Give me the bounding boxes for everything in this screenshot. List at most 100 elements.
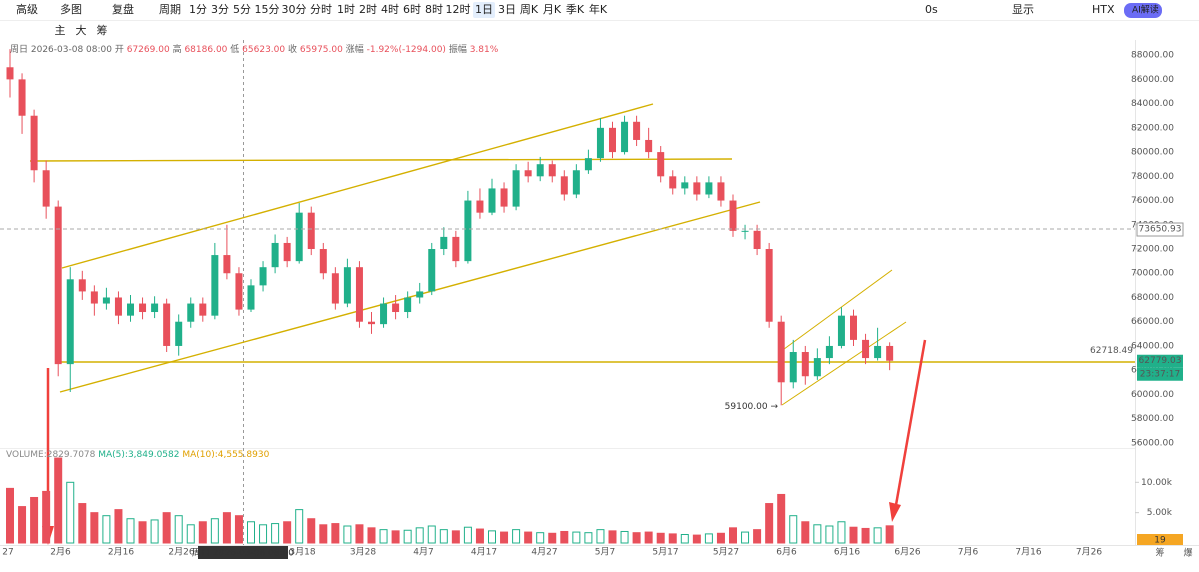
info-field: 68186.00 xyxy=(184,45,227,55)
candle-body xyxy=(596,127,604,159)
period-button[interactable]: 1时 xyxy=(337,3,355,16)
candle-body xyxy=(18,79,26,116)
candle-body xyxy=(874,345,882,359)
period-button[interactable]: 8时 xyxy=(425,3,443,16)
ohlc-info: 周日 2026-03-08 08:00 开 67269.00 高 68186.0… xyxy=(10,43,499,55)
period-button[interactable]: 3日 xyxy=(498,3,516,16)
volume-bar xyxy=(391,530,400,544)
period-button[interactable]: 2时 xyxy=(359,3,377,16)
volume-bar xyxy=(271,523,280,544)
toolbar-button[interactable]: 高级 xyxy=(16,2,38,16)
volume-bar xyxy=(6,487,14,544)
candle-body xyxy=(114,297,122,316)
candle-body xyxy=(886,345,894,361)
x-tick-label: 4月17 xyxy=(471,547,497,558)
x-tick-label: 4月27 xyxy=(531,547,557,558)
corner-button[interactable]: 爆 xyxy=(1183,547,1192,559)
volume-bar xyxy=(656,532,665,544)
arrow xyxy=(894,339,927,506)
candle-body xyxy=(54,206,62,365)
candle-body xyxy=(801,352,809,377)
x-tick-label: 4月7 xyxy=(413,547,433,558)
toolbar-button[interactable]: AI解读 xyxy=(1132,4,1159,16)
y-tick-label: 66000.00 xyxy=(1131,317,1174,327)
candle-body xyxy=(657,152,665,177)
countdown-bg xyxy=(1137,367,1183,381)
candle-body xyxy=(572,170,580,195)
volume-bar xyxy=(801,521,810,544)
toolbar-button[interactable]: 复盘 xyxy=(112,2,134,16)
period-button[interactable]: 月K xyxy=(543,3,562,16)
volume-bar xyxy=(319,524,328,544)
candle-body xyxy=(717,182,725,201)
price-tag: 62779.03 xyxy=(1139,356,1182,366)
volume-bar xyxy=(837,521,846,544)
volume-bar xyxy=(307,518,316,544)
volume-bar xyxy=(259,524,268,544)
volume-bar xyxy=(885,525,894,544)
tool-button[interactable]: 筹 xyxy=(97,23,108,37)
x-tick-label: 6月16 xyxy=(834,547,860,558)
period-button[interactable]: 季K xyxy=(566,3,585,16)
candle-body xyxy=(500,188,508,207)
toolbar xyxy=(0,0,1199,20)
period-button[interactable]: 1日 xyxy=(475,3,493,16)
candle-body xyxy=(223,255,231,274)
period-button[interactable]: 5分 xyxy=(233,3,251,16)
period-button[interactable]: 30分 xyxy=(282,3,307,16)
candle-body xyxy=(837,315,845,346)
volume-bar xyxy=(102,515,111,544)
candle-body xyxy=(211,255,219,316)
toolbar-button[interactable]: 显示 xyxy=(1012,3,1034,16)
period-button[interactable]: 分时 xyxy=(310,3,332,16)
candle-body xyxy=(452,236,460,262)
candle-body xyxy=(621,121,629,153)
candle-body xyxy=(536,164,544,177)
candle-body xyxy=(464,200,472,262)
toolbar-button[interactable]: 周期 xyxy=(159,3,181,16)
volume-tick-label: 10.00k xyxy=(1141,478,1173,488)
volume-bar xyxy=(729,527,737,544)
corner-button[interactable]: 筹 xyxy=(1155,547,1164,559)
x-tick-label: 7月6 xyxy=(958,547,979,558)
low-annotation: 59100.00 → xyxy=(725,402,779,412)
candle-body xyxy=(368,321,375,325)
candle-body xyxy=(488,188,496,213)
period-active xyxy=(473,2,495,18)
candle-body xyxy=(319,249,327,274)
period-button[interactable]: 15分 xyxy=(255,3,280,16)
volume-bar xyxy=(463,526,472,544)
candle-body xyxy=(741,230,749,232)
info-field: 65623.00 xyxy=(242,45,285,55)
volume-bar xyxy=(247,521,255,544)
period-button[interactable]: 12时 xyxy=(446,3,471,16)
period-button[interactable]: 1分 xyxy=(189,3,207,16)
period-button[interactable]: 6时 xyxy=(403,3,421,16)
candle-body xyxy=(259,267,267,286)
volume-bar xyxy=(30,496,39,544)
volume-bar xyxy=(475,528,484,544)
candle-body xyxy=(729,200,737,231)
info-field: 周日 2026-03-08 08:00 xyxy=(10,44,112,55)
candle-body xyxy=(633,121,641,140)
volume-bar xyxy=(54,457,63,544)
tool-button[interactable]: 主 xyxy=(55,24,66,37)
x-tick-label: 6月26 xyxy=(894,547,920,558)
period-button[interactable]: 4时 xyxy=(381,3,399,16)
volume-bar xyxy=(620,530,629,544)
toolbar-button[interactable]: HTX xyxy=(1092,3,1115,16)
volume-bar xyxy=(138,521,147,544)
toolbar-button[interactable]: 0s xyxy=(925,3,938,16)
toolbar-button[interactable]: 多图 xyxy=(60,2,82,16)
trend-line xyxy=(59,201,761,393)
period-button[interactable]: 3分 xyxy=(211,3,229,16)
tool-button[interactable]: 大 xyxy=(76,23,87,37)
volume-bar xyxy=(789,515,798,544)
period-button[interactable]: 周K xyxy=(520,3,539,16)
volume-bar xyxy=(222,512,231,544)
period-button[interactable]: 年K xyxy=(589,2,608,16)
volume-bar xyxy=(234,515,243,544)
candle-body xyxy=(765,249,773,322)
info-field: 低 xyxy=(230,43,239,55)
